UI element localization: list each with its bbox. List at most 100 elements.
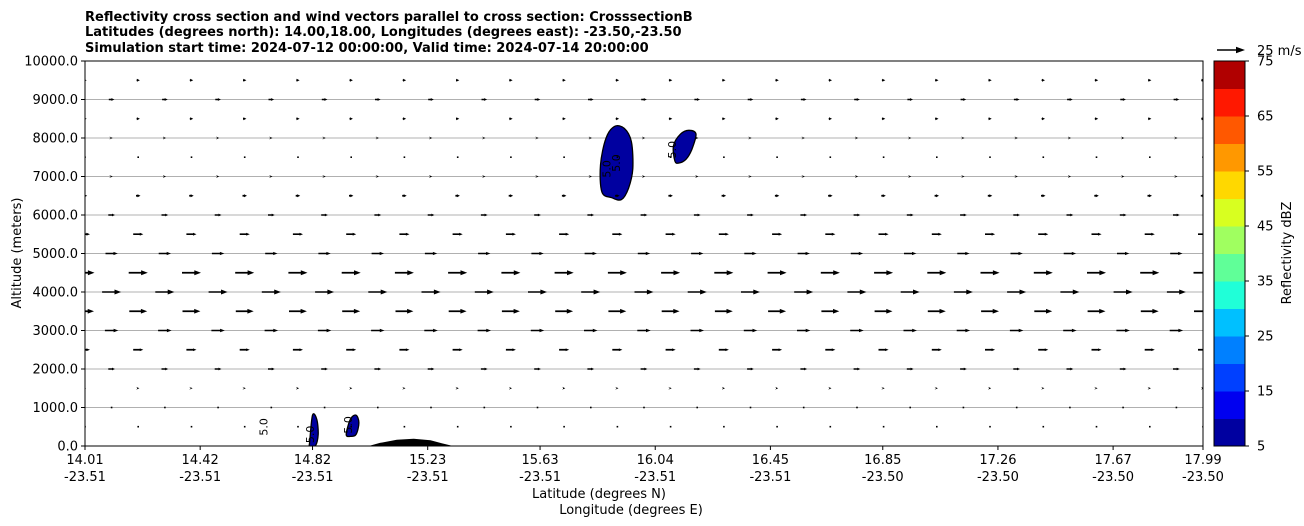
wind-vector [1173,367,1180,371]
wind-vector [136,194,141,198]
wind-vector [587,213,595,217]
wind-vector [1060,289,1080,295]
wind-vector [430,406,432,409]
wind-vector [934,194,939,198]
wind-vector [696,406,698,409]
colorbar-segment [1214,143,1245,172]
contour-label: 5.0 [342,416,355,434]
wind-vector [961,136,965,140]
wind-vector [607,270,627,276]
wind-vector [239,348,250,352]
wind-vector [747,213,754,217]
wind-vector [155,289,175,295]
wind-vector [748,136,752,140]
wind-vector [211,328,225,333]
wind-vector [505,348,516,352]
wind-vector [292,232,303,236]
wind-vector [295,194,301,198]
wind-vector [235,270,255,276]
wind-vector [1014,175,1018,178]
y-axis-label: Altitude (meters) [10,198,25,309]
wind-vector [534,213,541,217]
wind-vector [349,117,353,121]
wind-vector [612,232,623,236]
wind-vector [85,194,88,197]
wind-vector [723,156,725,158]
wind-vector [534,367,541,371]
x-tick-label-longitude: -23.51 [749,470,791,485]
wind-vector [855,175,859,178]
wind-vector [874,270,894,276]
wind-vector [847,289,867,295]
x-tick-label-latitude: 15.23 [409,453,446,468]
wind-vector [535,175,539,178]
wind-vector [562,78,566,82]
wind-vector [821,308,840,314]
wind-vector [957,251,970,256]
colorbar-frame [1213,60,1246,447]
colorbar-tick-label: 55 [1257,165,1274,180]
wind-vector [190,425,193,428]
wind-vector [1034,308,1053,314]
wind-vector [110,406,113,409]
wind-vector [242,386,246,390]
wind-vector [243,425,246,428]
wind-vector [1140,270,1160,276]
wind-vector [800,367,808,371]
wind-vector [828,78,832,82]
wind-vector [508,194,514,198]
wind-vector [1147,194,1152,198]
wind-vector [820,270,840,276]
wind-vector [105,251,118,256]
wind-vector [182,308,201,314]
wind-vector [1175,406,1178,409]
wind-vector [346,348,357,352]
wind-vector [1042,425,1045,428]
y-tick-label: 10000.0 [24,55,78,70]
x-tick-label-latitude: 16.45 [752,453,789,468]
wind-vector [768,308,787,314]
wind-vector [637,328,651,333]
wind-vector [906,213,914,217]
wind-vector [904,251,917,256]
wind-vector [900,289,920,295]
wind-vector [616,156,619,158]
colorbar-segment [1214,226,1245,254]
wind-vector [395,308,414,314]
wind-vector [109,136,113,140]
wind-vector [164,406,166,409]
reflectivity-area [599,124,634,201]
wind-vector [642,175,646,178]
wind-vector [1121,136,1125,140]
colorbar-segment [1214,61,1245,89]
wind-vector [665,232,676,236]
wind-vector [988,117,992,121]
wind-vector [1007,289,1027,295]
wind-vector [429,136,433,140]
wind-vector [1091,232,1102,236]
wind-vector [1042,156,1045,158]
wind-vector [581,289,601,295]
wind-vector [743,328,758,333]
wind-vector [956,328,971,333]
wind-vector [1094,78,1099,82]
wind-vector [563,156,565,158]
wind-vector [668,117,673,121]
wind-vector [317,328,332,333]
wind-vector [428,98,434,101]
wind-vector [482,175,486,178]
wind-vector [1038,232,1049,236]
wind-vector [510,156,512,158]
wind-vector [694,98,700,101]
wind-vector [399,232,410,236]
wind-vector [1173,213,1180,217]
wind-vector [936,156,938,158]
wind-vector [394,270,414,276]
x-axis-label-longitude: Longitude (degrees E) [559,503,703,518]
wind-vector [987,194,993,198]
wind-vector [215,98,221,101]
wind-vector [935,78,939,82]
contour-label: 5.0 [304,426,317,444]
wind-vector [801,136,805,140]
wind-vector [186,348,197,352]
